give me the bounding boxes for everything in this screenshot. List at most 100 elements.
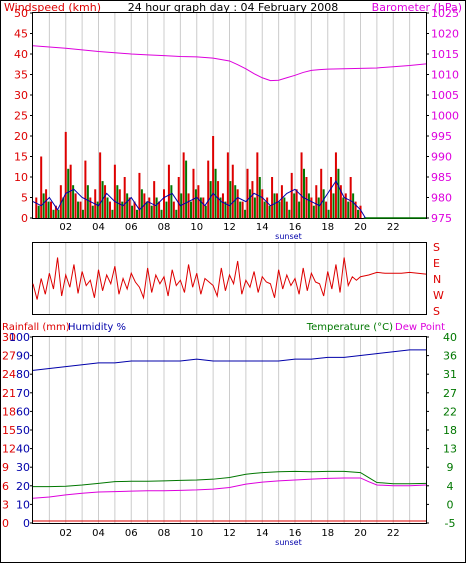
gust-bar xyxy=(320,168,323,218)
gust-bar xyxy=(54,205,57,218)
average-bar xyxy=(37,205,40,218)
average-bar xyxy=(72,185,75,218)
gust-bar xyxy=(84,160,87,218)
average-bar xyxy=(47,201,50,218)
gust-bar xyxy=(315,185,318,218)
humidity-y-tick: 20 xyxy=(16,480,30,493)
average-bar xyxy=(219,197,222,218)
gust-bar xyxy=(290,172,293,218)
wind-x-tick-labels: 02 04 06 08 10 12 14 16 18 20 22 xyxy=(59,222,399,233)
gust-bar xyxy=(349,177,352,218)
wind-y-tick-labels: 0 5 10 15 20 25 30 35 40 45 50 xyxy=(14,7,28,225)
barometer-y-tick: 975 xyxy=(431,212,452,225)
gust-bar xyxy=(236,189,239,218)
sunset-marker-bottom: sunset xyxy=(275,538,302,547)
gust-bar xyxy=(182,152,185,218)
humidity-y-tick: 100 xyxy=(9,331,30,344)
temperature-y-tick: 22 xyxy=(443,405,457,418)
wind-y-tick: 15 xyxy=(14,151,28,164)
temperature-x-tick: 06 xyxy=(125,528,138,539)
rainfall-y-tick: 6 xyxy=(2,480,9,493)
wind-y-tick: 50 xyxy=(14,7,28,20)
gust-bar xyxy=(59,185,62,218)
temperature-x-tick: 12 xyxy=(223,528,236,539)
barometer-y-tick: 1025 xyxy=(431,7,459,20)
gust-bar xyxy=(148,197,151,218)
barometer-y-tick-labels: 975 980 985 990 995 1000 1005 1010 1015 1020 1025 xyxy=(431,7,459,225)
rainfall-y-tick-labels: 0 3 6 9 12 15 18 21 24 27 30 xyxy=(2,331,16,530)
temperature-y-tick: 27 xyxy=(443,387,457,400)
rainfall-y-tick: 24 xyxy=(2,368,16,381)
gust-bar xyxy=(50,201,53,218)
temperature-x-tick-labels: 02 04 06 08 10 12 14 16 18 20 22 xyxy=(59,528,399,539)
average-bar xyxy=(244,209,247,218)
compass-label: S xyxy=(433,305,440,318)
gust-bar xyxy=(344,193,347,218)
average-bar xyxy=(332,193,335,218)
average-bar xyxy=(106,197,109,218)
gust-bar xyxy=(45,189,48,218)
wind-x-tick: 12 xyxy=(223,222,236,233)
wind-speed-line xyxy=(32,180,366,219)
average-bar xyxy=(170,185,173,218)
wind-direction-line xyxy=(32,257,427,300)
average-bar xyxy=(234,185,237,218)
gust-bar xyxy=(261,189,264,218)
gust-bar xyxy=(153,181,156,218)
average-bar xyxy=(283,197,286,218)
wind-y-tick: 35 xyxy=(14,69,28,82)
temperature-x-tick: 22 xyxy=(387,528,400,539)
gust-bar xyxy=(158,201,161,218)
wind-x-tick: 20 xyxy=(354,222,367,233)
wind-axis-label: Windspeed (kmh) xyxy=(4,1,101,14)
humidity-y-tick: 30 xyxy=(16,461,30,474)
rainfall-y-tick: 15 xyxy=(2,424,16,437)
average-bar xyxy=(135,209,138,218)
average-bar xyxy=(150,205,153,218)
wind-y-tick: 25 xyxy=(14,110,28,123)
average-bar xyxy=(352,193,355,218)
gust-bar xyxy=(300,152,303,218)
gust-bar xyxy=(354,201,357,218)
gust-bar xyxy=(305,177,308,218)
barometer-y-tick: 1020 xyxy=(431,28,459,41)
gust-bar xyxy=(143,193,146,218)
rainfall-y-tick: 3 xyxy=(2,498,9,511)
average-bar xyxy=(52,209,55,218)
temperature-x-tick: 08 xyxy=(158,528,171,539)
compass-label: E xyxy=(433,257,440,270)
rainfall-y-tick: 21 xyxy=(2,387,16,400)
average-bar xyxy=(258,177,261,218)
gust-bar xyxy=(104,185,107,218)
temperature-x-tick: 20 xyxy=(354,528,367,539)
temperature-y-tick: 31 xyxy=(443,368,457,381)
average-bar xyxy=(278,201,281,218)
gust-bar xyxy=(138,172,141,218)
humidity-y-tick: 90 xyxy=(16,350,30,363)
sunset-marker-top: sunset xyxy=(275,232,302,241)
average-bars xyxy=(37,160,360,218)
average-bar xyxy=(317,197,320,218)
temperature-y-tick: 36 xyxy=(443,350,457,363)
rainfall-y-tick: 12 xyxy=(2,443,16,456)
average-bar xyxy=(165,201,168,218)
wind-y-tick: 0 xyxy=(21,212,28,225)
wind-x-tick: 04 xyxy=(92,222,105,233)
gust-bar xyxy=(359,205,362,218)
wind-y-tick: 45 xyxy=(14,28,28,41)
humidity-y-tick: 10 xyxy=(16,498,30,511)
gust-bar xyxy=(197,185,200,218)
average-bar xyxy=(116,185,119,218)
humidity-line xyxy=(32,349,426,371)
gust-bar xyxy=(202,197,205,218)
gust-bar xyxy=(310,197,313,218)
gust-bar xyxy=(74,193,77,218)
barometer-line xyxy=(32,45,427,82)
gust-bar xyxy=(221,193,224,218)
chart-title: 24 hour graph day : 04 February 2008 xyxy=(128,1,339,14)
average-bar xyxy=(268,205,271,218)
temperature-x-tick: 02 xyxy=(59,528,72,539)
gust-bar xyxy=(334,152,337,218)
